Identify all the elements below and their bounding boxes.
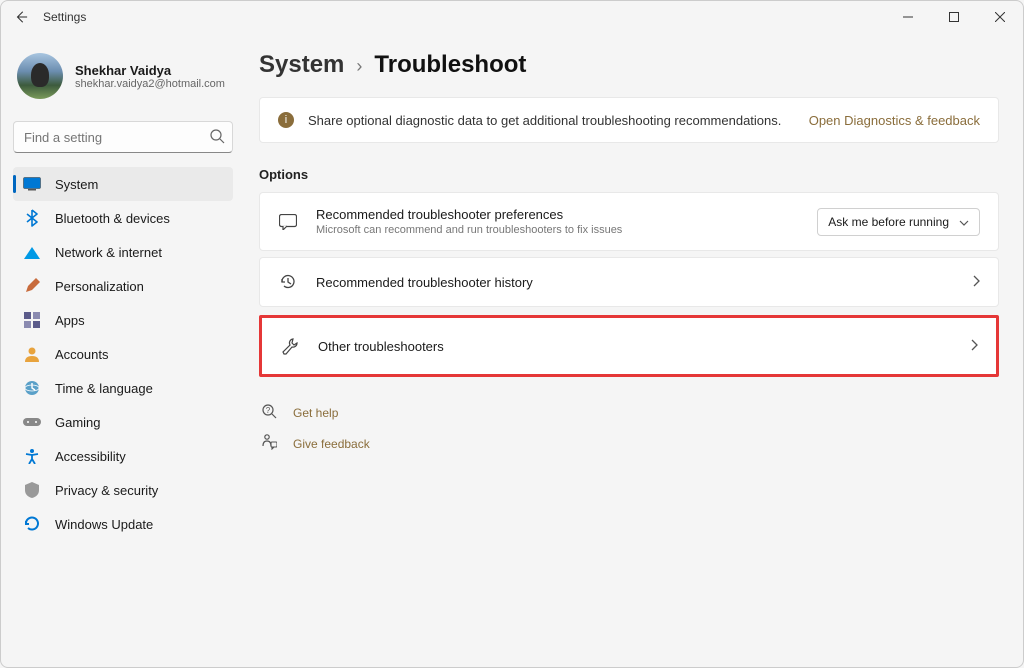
other-body: Other troubleshooters [318,339,953,354]
notice-text: Share optional diagnostic data to get ad… [308,113,795,128]
pref-card[interactable]: Recommended troubleshooter preferences M… [259,192,999,251]
sidebar-item-personalization[interactable]: Personalization [13,269,233,303]
search-icon[interactable] [209,128,225,147]
sidebar-item-apps[interactable]: Apps [13,303,233,337]
sidebar-item-update[interactable]: Windows Update [13,507,233,541]
sidebar-item-bluetooth[interactable]: Bluetooth & devices [13,201,233,235]
main-panel: System › Troubleshoot i Share optional d… [241,33,1023,667]
wrench-icon [280,336,300,356]
diagnostics-notice: i Share optional diagnostic data to get … [259,97,999,143]
privacy-icon [23,481,41,499]
titlebar: Settings [1,1,1023,33]
settings-window: Settings Shekhar Vaidya shekhar.vaidya2@… [0,0,1024,668]
pref-title: Recommended troubleshooter preferences [316,207,799,222]
sidebar-item-label: Time & language [55,381,153,396]
profile-text: Shekhar Vaidya shekhar.vaidya2@hotmail.c… [75,63,225,90]
sidebar-item-label: Accounts [55,347,108,362]
chat-icon [278,212,298,232]
accounts-icon [23,345,41,363]
back-button[interactable] [7,3,35,31]
dropdown-value: Ask me before running [828,215,949,229]
profile-name: Shekhar Vaidya [75,63,225,78]
open-diagnostics-link[interactable]: Open Diagnostics & feedback [809,113,980,128]
sidebar-item-gaming[interactable]: Gaming [13,405,233,439]
sidebar-item-network[interactable]: Network & internet [13,235,233,269]
sidebar-item-label: Privacy & security [55,483,158,498]
other-troubleshooters-card[interactable]: Other troubleshooters [259,315,999,377]
avatar [17,53,63,99]
update-icon [23,515,41,533]
help-icon: ? [261,403,279,422]
sidebar-item-accounts[interactable]: Accounts [13,337,233,371]
help-links: ? Get help Give feedback [259,397,999,459]
close-button[interactable] [977,1,1023,33]
history-icon [278,272,298,292]
window-controls [885,1,1023,33]
svg-text:?: ? [266,406,271,415]
breadcrumb-parent[interactable]: System [259,51,344,79]
sidebar-item-label: Bluetooth & devices [55,211,170,226]
search-box [13,121,233,153]
give-feedback-link[interactable]: Give feedback [259,428,999,459]
pref-sub: Microsoft can recommend and run troubles… [316,224,799,236]
minimize-button[interactable] [885,1,931,33]
sidebar-item-label: Windows Update [55,517,153,532]
get-help-text: Get help [293,406,338,420]
accessibility-icon [23,447,41,465]
get-help-link[interactable]: ? Get help [259,397,999,428]
history-body: Recommended troubleshooter history [316,275,955,290]
breadcrumb: System › Troubleshoot [259,51,999,79]
network-icon [23,243,41,261]
info-icon: i [278,112,294,128]
history-title: Recommended troubleshooter history [316,275,955,290]
page-title: Troubleshoot [374,51,526,79]
time-icon [23,379,41,397]
chevron-down-icon [959,215,969,229]
personalization-icon [23,277,41,295]
sidebar-item-label: System [55,177,98,192]
sidebar: Shekhar Vaidya shekhar.vaidya2@hotmail.c… [1,33,241,667]
sidebar-item-system[interactable]: System [13,167,233,201]
sidebar-item-time[interactable]: Time & language [13,371,233,405]
profile-block[interactable]: Shekhar Vaidya shekhar.vaidya2@hotmail.c… [13,45,233,115]
gaming-icon [23,413,41,431]
sidebar-item-accessibility[interactable]: Accessibility [13,439,233,473]
maximize-button[interactable] [931,1,977,33]
pref-body: Recommended troubleshooter preferences M… [316,207,799,236]
other-title: Other troubleshooters [318,339,953,354]
system-icon [23,175,41,193]
apps-icon [23,311,41,329]
give-feedback-text: Give feedback [293,437,370,451]
feedback-icon [261,434,279,453]
window-title: Settings [43,10,86,24]
sidebar-item-label: Accessibility [55,449,126,464]
chevron-right-icon [971,339,978,354]
search-input[interactable] [13,121,233,153]
chevron-right-icon [973,275,980,290]
sidebar-item-label: Gaming [55,415,101,430]
content-area: Shekhar Vaidya shekhar.vaidya2@hotmail.c… [1,33,1023,667]
profile-email: shekhar.vaidya2@hotmail.com [75,78,225,90]
bluetooth-icon [23,209,41,227]
sidebar-item-label: Personalization [55,279,144,294]
chevron-right-icon: › [356,56,362,77]
nav-list: System Bluetooth & devices Network & int… [13,167,233,541]
history-card[interactable]: Recommended troubleshooter history [259,257,999,307]
sidebar-item-label: Apps [55,313,85,328]
arrow-left-icon [14,10,28,24]
pref-dropdown[interactable]: Ask me before running [817,208,980,236]
options-heading: Options [259,167,999,182]
sidebar-item-privacy[interactable]: Privacy & security [13,473,233,507]
sidebar-item-label: Network & internet [55,245,162,260]
